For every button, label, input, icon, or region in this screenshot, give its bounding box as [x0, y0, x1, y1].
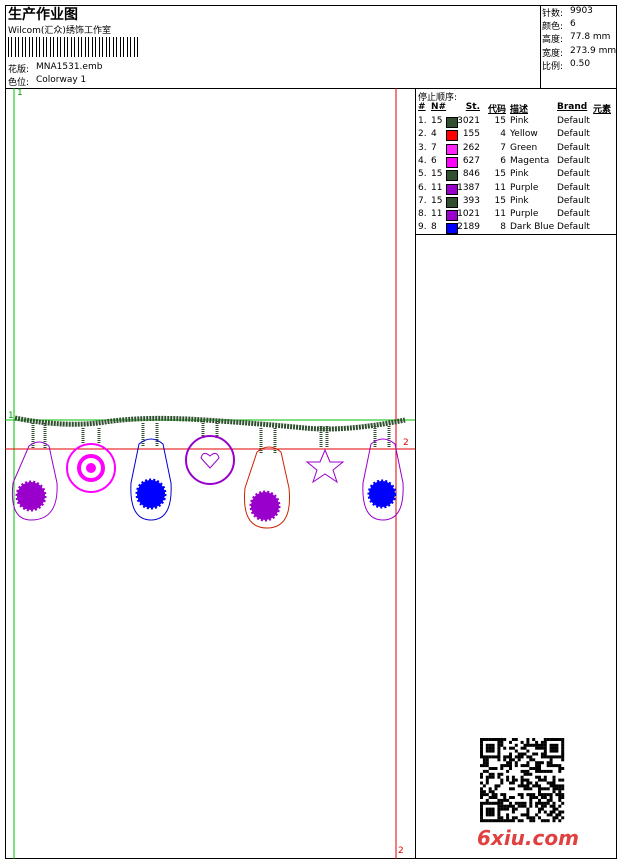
cell: 4 — [500, 129, 506, 140]
cell: Default — [557, 209, 590, 220]
cell: 1387 — [457, 182, 480, 193]
cell: 4. — [418, 155, 427, 166]
swatch — [446, 156, 458, 168]
cell: 5. — [418, 169, 427, 180]
info-value: 9903 — [570, 6, 593, 16]
canvas — [5, 88, 415, 859]
column-header: 代码 — [487, 105, 506, 115]
swatch — [446, 170, 458, 182]
cell: Purple — [510, 209, 539, 220]
cell: 2189 — [457, 222, 480, 233]
cell: 7 — [500, 142, 506, 153]
cell: Purple — [510, 182, 539, 193]
design: MNA1531.emb — [36, 62, 103, 72]
swatch — [446, 143, 458, 155]
info-label: 宽度: — [542, 48, 564, 59]
cell: Yellow — [510, 129, 538, 140]
cell: 846 — [462, 169, 480, 180]
canvas-mark: 1 — [17, 88, 23, 98]
cell: 7 — [431, 142, 437, 153]
column-header: # — [418, 102, 426, 112]
cell: 7. — [418, 195, 427, 206]
cell: 155 — [462, 129, 480, 140]
info-label: 针数: — [542, 9, 564, 19]
info-value: 273.9 mm — [570, 45, 617, 56]
swatch — [446, 117, 458, 128]
cell: Default — [557, 142, 590, 153]
cell: 15 — [494, 116, 506, 126]
column-header: St. — [465, 102, 480, 112]
cell: 393 — [462, 195, 480, 206]
column-header: 元素 — [593, 105, 612, 115]
cell: 15 — [431, 195, 443, 206]
barcode — [8, 37, 138, 57]
cell: 2. — [418, 129, 427, 140]
column-header: N# — [431, 102, 447, 112]
column-header: 描述 — [510, 105, 529, 115]
cell: Default — [557, 222, 590, 233]
info-label: 比例: — [542, 61, 564, 72]
cell: 15 — [431, 116, 443, 126]
info-label: 颜色: — [542, 22, 564, 33]
cell: 262 — [462, 142, 480, 153]
cell: 3021 — [457, 116, 480, 126]
cell: 6. — [418, 182, 427, 193]
design-label: 花版: — [8, 65, 30, 75]
cell: Default — [557, 116, 590, 126]
cell: 11 — [494, 209, 506, 220]
studio: Wilcom(汇众)绣饰工作室 — [8, 26, 111, 36]
info-value: 6 — [570, 19, 576, 30]
cell: 9. — [418, 222, 427, 233]
list-top — [415, 88, 617, 235]
swatch — [446, 196, 458, 208]
cell: 11 — [494, 182, 506, 193]
colorway-label: 色位: — [8, 78, 30, 88]
cell: Dark Blue — [510, 222, 555, 233]
cell: 3. — [418, 142, 427, 153]
canvas-mark: 2 — [398, 846, 404, 856]
cell: 15 — [431, 169, 443, 180]
cell: Default — [557, 169, 590, 180]
cell: Green — [510, 142, 538, 153]
cell: 1021 — [457, 209, 480, 220]
cell: 8 — [431, 222, 437, 233]
swatch — [446, 130, 458, 142]
cell: 1. — [418, 116, 427, 126]
cell: 15 — [494, 169, 506, 180]
cell: 11 — [431, 209, 443, 220]
info-value: 0.50 — [570, 58, 591, 69]
cell: 627 — [462, 155, 480, 166]
info-label: 高度: — [542, 35, 564, 46]
cell: 11 — [431, 182, 443, 193]
cell: Pink — [510, 195, 529, 206]
cell: 8 — [500, 222, 506, 233]
cell: Pink — [510, 116, 529, 126]
qr-code — [480, 738, 565, 823]
column-header: Brand — [557, 102, 588, 112]
swatch — [446, 183, 458, 195]
cell: Default — [557, 182, 590, 193]
cell: 4 — [431, 129, 437, 140]
cell: Default — [557, 155, 590, 166]
colorway: Colorway 1 — [36, 75, 87, 85]
cell: Magenta — [510, 155, 550, 166]
cell: 6 — [431, 155, 437, 166]
title: 生产作业图 — [8, 7, 78, 23]
info-value: 77.8 mm — [570, 32, 611, 43]
watermark: 6xiu.com — [477, 826, 579, 850]
cell: 6 — [500, 155, 506, 166]
cell: Default — [557, 129, 590, 140]
canvas-mark: 1 — [8, 411, 14, 421]
swatch — [446, 210, 458, 222]
cell: 15 — [494, 195, 506, 206]
cell: Pink — [510, 169, 529, 180]
stop-title: 停止顺序: — [418, 93, 458, 103]
cell: 8. — [418, 209, 427, 220]
swatch — [446, 223, 458, 235]
canvas-mark: 2 — [403, 438, 409, 448]
cell: Default — [557, 195, 590, 206]
